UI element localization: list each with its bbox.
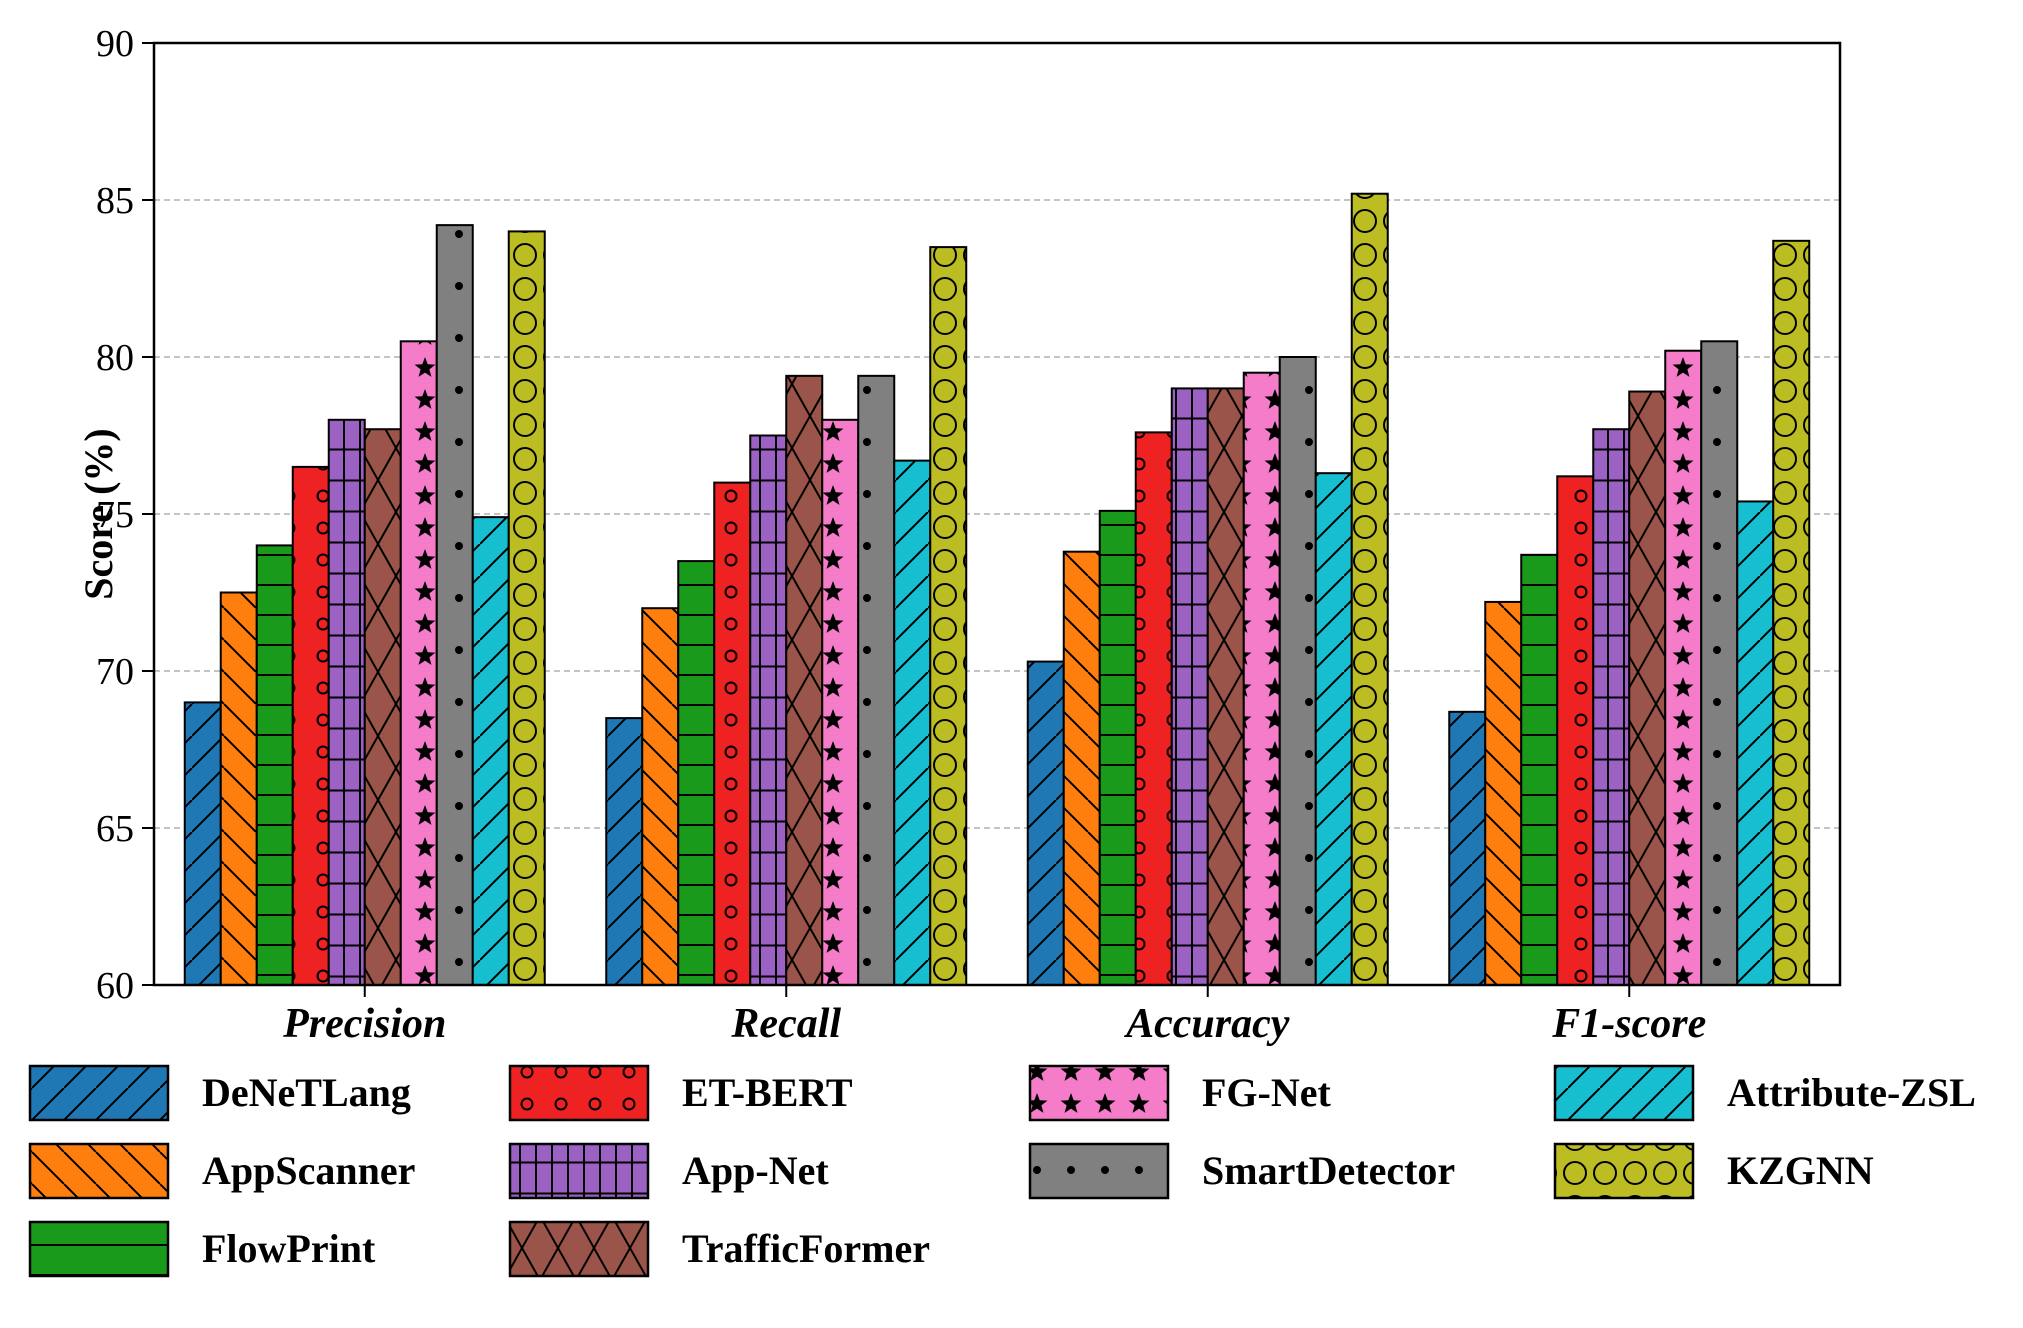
legend-label-et-bert: ET-BERT: [682, 1070, 853, 1115]
y-axis-title: Score (%): [76, 428, 121, 599]
legend-swatch-fg-net: [1028, 1064, 1170, 1122]
bar-f1-score-fg-net: [1664, 349, 1703, 987]
x-tick-label-f1-score: F1-score: [1551, 1001, 1706, 1047]
legend-item-flowprint: FlowPrint: [28, 1220, 376, 1278]
legend-item-smartdetector: SmartDetector: [1028, 1142, 1455, 1200]
legend-label-appscanner: AppScanner: [202, 1148, 415, 1193]
x-tick-label-recall: Recall: [730, 1001, 841, 1047]
bar-accuracy-smartdetector: [1278, 356, 1317, 986]
legend-label-app-net: App-Net: [682, 1148, 829, 1193]
bar-accuracy-et-bert: [1134, 431, 1173, 986]
bar-accuracy-appscanner: [1062, 550, 1101, 986]
bar-precision-appscanner: [219, 591, 258, 986]
y-tick-label-85: 85: [96, 180, 134, 222]
bar-recall-et-bert: [713, 481, 752, 986]
bar-f1-score-trafficformer: [1628, 390, 1667, 987]
legend-item-attribute-zsl: Attribute-ZSL: [1553, 1064, 1976, 1122]
bar-accuracy-denetlang: [1026, 660, 1065, 987]
bar-precision-app-net: [327, 418, 366, 986]
bar-recall-denetlang: [605, 717, 644, 986]
x-tick-label-precision: Precision: [282, 1001, 446, 1047]
legend-label-kzgnn: KZGNN: [1727, 1148, 1874, 1193]
y-tick-label-65: 65: [96, 808, 134, 850]
legend: DeNeTLang AppScanner FlowPrint ET-BERT App-N…: [28, 1064, 1976, 1278]
y-tick-label-80: 80: [96, 337, 134, 379]
bars: [183, 192, 1811, 987]
x-tick-label-accuracy: Accuracy: [1123, 1001, 1290, 1047]
legend-item-app-net: App-Net: [508, 1142, 829, 1200]
legend-label-flowprint: FlowPrint: [202, 1226, 376, 1271]
legend-item-kzgnn: KZGNN: [1553, 1142, 1874, 1200]
legend-label-smartdetector: SmartDetector: [1202, 1148, 1455, 1193]
bar-recall-flowprint: [677, 560, 716, 986]
legend-label-fg-net: FG-Net: [1202, 1070, 1332, 1115]
bar-recall-appscanner: [641, 607, 680, 986]
bar-f1-score-smartdetector: [1700, 340, 1739, 986]
legend-swatch-kzgnn: [1553, 1142, 1695, 1200]
y-tick-label-75: 75: [96, 494, 134, 536]
bar-recall-smartdetector: [857, 374, 896, 986]
bar-recall-app-net: [749, 434, 788, 986]
bar-accuracy-attribute-zsl: [1314, 472, 1353, 986]
y-tick-label-90: 90: [96, 23, 134, 65]
legend-item-fg-net: FG-Net: [1028, 1064, 1332, 1122]
bar-accuracy-trafficformer: [1206, 387, 1245, 986]
bar-recall-attribute-zsl: [893, 459, 932, 986]
bar-precision-trafficformer: [363, 428, 402, 987]
bar-precision-attribute-zsl: [471, 516, 510, 986]
bar-accuracy-fg-net: [1242, 371, 1281, 986]
bar-f1-score-denetlang: [1448, 710, 1487, 986]
legend-swatch-attribute-zsl: [1553, 1064, 1695, 1122]
bar-recall-trafficformer: [785, 374, 824, 986]
legend-label-attribute-zsl: Attribute-ZSL: [1727, 1070, 1976, 1115]
bar-f1-score-app-net: [1592, 428, 1631, 987]
bar-recall-kzgnn: [929, 246, 968, 987]
legend-swatch-denetlang: [28, 1064, 170, 1122]
bar-recall-fg-net: [821, 418, 860, 986]
legend-swatch-et-bert: [508, 1064, 650, 1122]
legend-item-appscanner: AppScanner: [28, 1142, 415, 1200]
bar-f1-score-appscanner: [1484, 600, 1523, 986]
bar-precision-et-bert: [291, 465, 330, 986]
legend-swatch-app-net: [508, 1142, 650, 1200]
bar-f1-score-kzgnn: [1772, 239, 1811, 986]
axes: 60 65 70 75 80 85 90 Precision Recall Accuracy F1-…: [76, 23, 1842, 1047]
bar-precision-flowprint: [255, 544, 294, 987]
legend-swatch-flowprint: [28, 1220, 170, 1278]
y-tick-label-70: 70: [96, 651, 134, 693]
bar-accuracy-kzgnn: [1350, 192, 1389, 987]
bar-precision-smartdetector: [435, 224, 474, 986]
legend-item-et-bert: ET-BERT: [508, 1064, 853, 1122]
legend-swatch-trafficformer: [508, 1220, 650, 1278]
bar-accuracy-flowprint: [1098, 509, 1137, 986]
bar-precision-denetlang: [183, 701, 222, 987]
bar-f1-score-flowprint: [1520, 553, 1559, 986]
bar-precision-fg-net: [399, 340, 438, 986]
legend-item-denetlang: DeNeTLang: [28, 1064, 411, 1122]
bar-f1-score-et-bert: [1556, 475, 1595, 986]
bar-f1-score-attribute-zsl: [1736, 500, 1775, 986]
bar-precision-kzgnn: [507, 230, 546, 986]
legend-label-trafficformer: TrafficFormer: [682, 1226, 930, 1271]
legend-swatch-smartdetector: [1028, 1142, 1170, 1200]
bar-accuracy-app-net: [1170, 387, 1209, 986]
legend-label-denetlang: DeNeTLang: [202, 1070, 411, 1115]
legend-swatch-appscanner: [28, 1142, 170, 1200]
y-tick-label-60: 60: [96, 965, 134, 1007]
legend-item-trafficformer: TrafficFormer: [508, 1220, 930, 1278]
